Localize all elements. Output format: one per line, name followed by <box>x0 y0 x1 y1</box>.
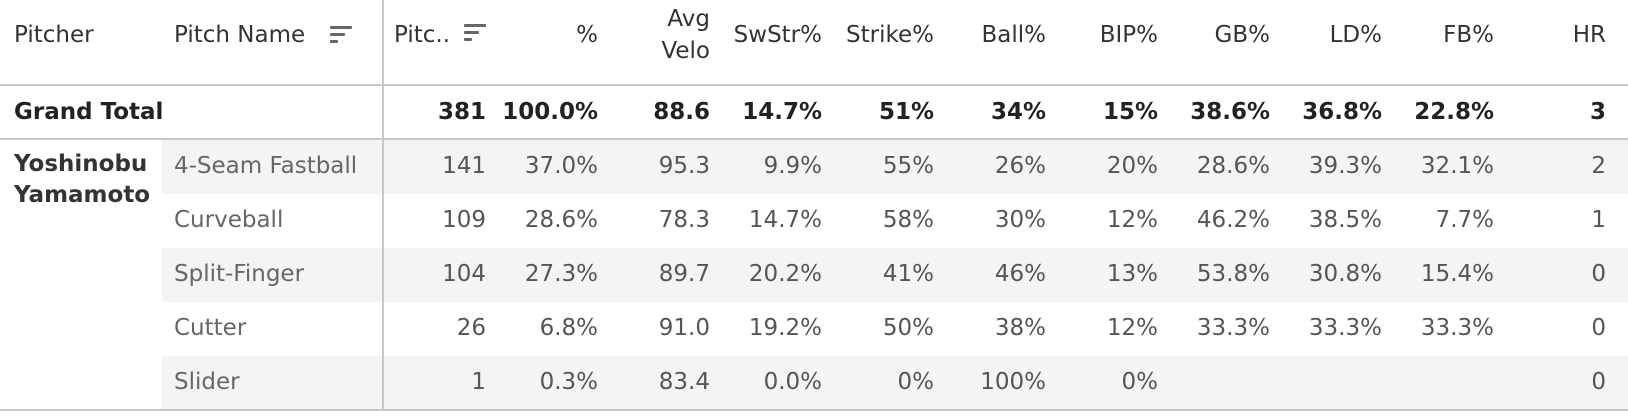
grand-total-strike: 51% <box>878 99 934 125</box>
row-band <box>162 140 1628 194</box>
ld-cell: 30.8% <box>1308 261 1382 287</box>
hr-cell: 2 <box>1591 153 1606 179</box>
ball-cell: 38% <box>994 315 1046 341</box>
header-pct[interactable]: % <box>576 22 598 48</box>
row-band <box>162 356 1628 410</box>
strike-cell: 55% <box>882 153 934 179</box>
ball-cell: 100% <box>980 369 1046 395</box>
hr-cell: 0 <box>1591 315 1606 341</box>
grand-total-avg-velo: 88.6 <box>653 99 710 125</box>
header-hr[interactable]: HR <box>1572 22 1606 48</box>
hr-cell: 1 <box>1591 207 1606 233</box>
pitch-name-cell[interactable]: Cutter <box>174 315 247 341</box>
ball-cell: 46% <box>994 261 1046 287</box>
strike-cell: 50% <box>882 315 934 341</box>
avg-velo-cell: 95.3 <box>658 153 710 179</box>
pct-cell: 28.6% <box>524 207 598 233</box>
swstr-cell: 9.9% <box>763 153 822 179</box>
pct-cell: 27.3% <box>524 261 598 287</box>
grand-total-gb: 38.6% <box>1190 99 1270 125</box>
ld-cell: 33.3% <box>1308 315 1382 341</box>
header-avg-velo-line1[interactable]: Avg <box>667 6 710 32</box>
avg-velo-cell: 78.3 <box>658 207 710 233</box>
header-ball[interactable]: Ball% <box>981 22 1046 48</box>
bip-cell: 0% <box>1121 369 1159 395</box>
pitches-cell: 109 <box>442 207 486 233</box>
gb-cell: 53.8% <box>1196 261 1270 287</box>
fb-cell: 33.3% <box>1420 315 1494 341</box>
sort-descending-icon[interactable] <box>330 26 352 46</box>
strike-cell: 58% <box>882 207 934 233</box>
gb-cell: 46.2% <box>1196 207 1270 233</box>
fb-cell: 32.1% <box>1420 153 1494 179</box>
pct-cell: 0.3% <box>539 369 598 395</box>
bip-cell: 12% <box>1106 315 1158 341</box>
grand-total-pitches: 381 <box>437 99 486 125</box>
pct-cell: 37.0% <box>524 153 598 179</box>
header-ld[interactable]: LD% <box>1329 22 1382 48</box>
header-pitches[interactable]: Pitc.. <box>394 22 451 48</box>
header-gb[interactable]: GB% <box>1214 22 1270 48</box>
strike-cell: 0% <box>897 369 935 395</box>
pitcher-first-name: Yoshinobu <box>14 151 148 177</box>
hr-cell: 0 <box>1591 369 1606 395</box>
pitch-name-cell[interactable]: Split-Finger <box>174 261 305 287</box>
pitcher-name[interactable]: Yoshinobu Yamamoto <box>14 149 154 211</box>
header-swstr[interactable]: SwStr% <box>733 22 822 48</box>
pitch-name-cell[interactable]: Slider <box>174 369 240 395</box>
grand-total-fb: 22.8% <box>1414 99 1494 125</box>
bip-cell: 20% <box>1106 153 1158 179</box>
pitch-name-cell[interactable]: Curveball <box>174 207 284 233</box>
header-bip[interactable]: BIP% <box>1099 22 1158 48</box>
hr-cell: 0 <box>1591 261 1606 287</box>
grand-total-swstr: 14.7% <box>742 99 822 125</box>
pitches-cell: 1 <box>471 369 486 395</box>
header-divider <box>0 84 1628 86</box>
total-divider <box>0 138 1628 140</box>
pitcher-last-name: Yamamoto <box>14 182 151 208</box>
header-pitcher[interactable]: Pitcher <box>14 22 94 48</box>
bottom-divider <box>0 409 1628 411</box>
grand-total-bip: 15% <box>1102 99 1158 125</box>
swstr-cell: 19.2% <box>748 315 822 341</box>
grand-total-label: Grand Total <box>14 99 164 125</box>
header-fb[interactable]: FB% <box>1443 22 1494 48</box>
ld-cell: 39.3% <box>1308 153 1382 179</box>
ball-cell: 26% <box>994 153 1046 179</box>
grand-total-hr: 3 <box>1589 99 1606 125</box>
header-strike[interactable]: Strike% <box>846 22 934 48</box>
fb-cell: 7.7% <box>1435 207 1494 233</box>
header-avg-velo-line2[interactable]: Velo <box>661 38 710 64</box>
strike-cell: 41% <box>882 261 934 287</box>
grand-total-pct: 100.0% <box>502 99 598 125</box>
ball-cell: 30% <box>994 207 1046 233</box>
fb-cell: 15.4% <box>1420 261 1494 287</box>
pitches-cell: 104 <box>442 261 486 287</box>
sort-descending-icon[interactable] <box>464 24 486 44</box>
pitches-cell: 141 <box>442 153 486 179</box>
grand-total-ball: 34% <box>990 99 1046 125</box>
gb-cell: 28.6% <box>1196 153 1270 179</box>
gb-cell: 33.3% <box>1196 315 1270 341</box>
ld-cell: 38.5% <box>1308 207 1382 233</box>
bip-cell: 12% <box>1106 207 1158 233</box>
swstr-cell: 20.2% <box>748 261 822 287</box>
bip-cell: 13% <box>1106 261 1158 287</box>
swstr-cell: 0.0% <box>763 369 822 395</box>
pitch-name-cell[interactable]: 4-Seam Fastball <box>174 153 358 179</box>
avg-velo-cell: 89.7 <box>658 261 710 287</box>
avg-velo-cell: 91.0 <box>658 315 710 341</box>
swstr-cell: 14.7% <box>748 207 822 233</box>
row-band <box>162 248 1628 302</box>
header-pitch-name[interactable]: Pitch Name <box>174 22 306 48</box>
row-header-divider <box>382 0 384 410</box>
pitches-cell: 26 <box>456 315 486 341</box>
avg-velo-cell: 83.4 <box>658 369 710 395</box>
grand-total-ld: 36.8% <box>1302 99 1382 125</box>
pct-cell: 6.8% <box>539 315 598 341</box>
